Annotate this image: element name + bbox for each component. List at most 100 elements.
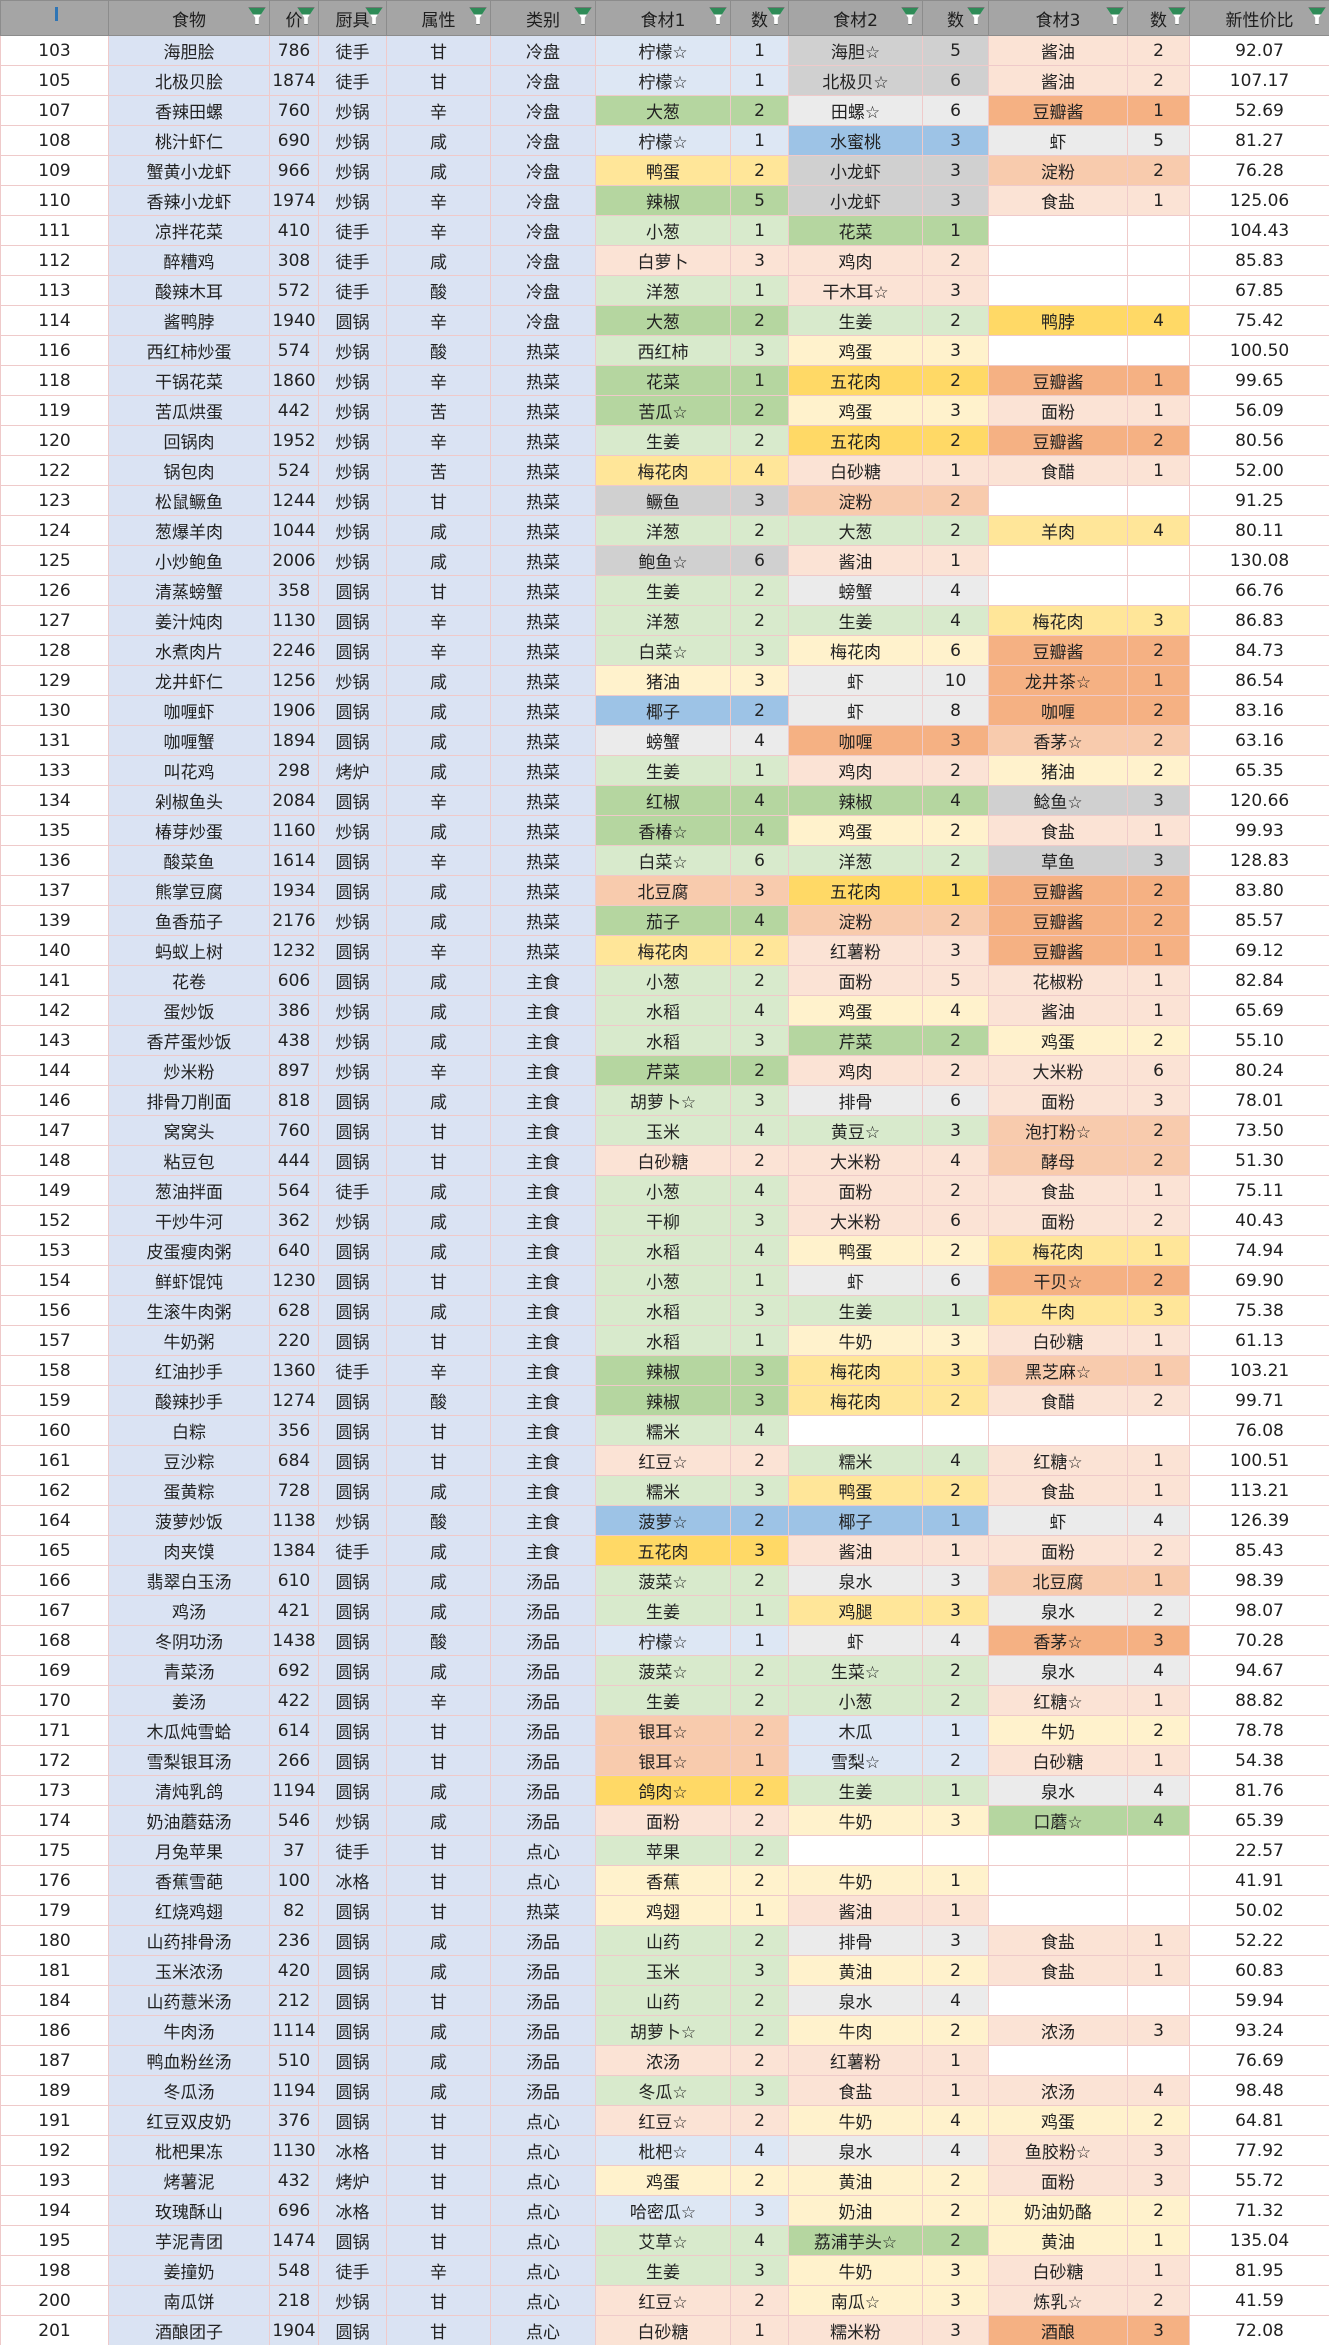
table-cell: 3 (922, 1325, 989, 1356)
column-header[interactable]: 新性价比 (1189, 0, 1329, 36)
table-cell: 热菜 (490, 935, 596, 966)
column-header[interactable]: 数 (1127, 0, 1190, 36)
table-cell: 龙井茶☆ (988, 665, 1128, 696)
table-cell: 70.28 (1189, 1625, 1329, 1656)
table-cell: 玫瑰酥山 (108, 2195, 270, 2226)
table-cell: 159 (0, 1385, 109, 1416)
table-cell: 豆沙粽 (108, 1445, 270, 1476)
table-cell: 圆锅 (318, 1925, 387, 1956)
table-row: 164 菠萝炒饭 1138 炒锅酸主食 菠萝☆ 2 椰子 1 虾 4 126.39 (0, 1505, 1329, 1536)
table-cell: 鸭脖 (988, 305, 1128, 336)
table-cell: 泉水 (788, 1565, 923, 1596)
table-cell: 圆锅 (318, 1685, 387, 1716)
table-cell: 点心 (490, 2165, 596, 2196)
table-cell: 甘 (386, 2135, 491, 2166)
table-cell: 161 (0, 1445, 109, 1476)
table-cell: 64.81 (1189, 2105, 1329, 2136)
table-cell: 炒锅 (318, 2285, 387, 2316)
table-cell: 122 (0, 455, 109, 486)
column-header[interactable]: 食材1 (595, 0, 731, 36)
table-cell: 1 (1127, 1235, 1190, 1266)
table-cell: 浓汤 (988, 2075, 1128, 2106)
table-cell: 2176 (269, 905, 319, 936)
table-cell: 55.10 (1189, 1025, 1329, 1056)
table-cell: 炒锅 (318, 905, 387, 936)
table-cell: 酱油 (788, 1895, 923, 1926)
table-cell: 咸 (386, 755, 491, 786)
table-cell: 葱爆羊肉 (108, 515, 270, 546)
table-cell: 咸 (386, 1205, 491, 1236)
column-header[interactable]: 数 (730, 0, 789, 36)
table-cell: 大葱 (595, 305, 731, 336)
table-cell: 热菜 (490, 335, 596, 366)
table-cell: 甘 (386, 1445, 491, 1476)
table-row: 103 海胆脍 786 徒手甘冷盘 柠檬☆ 1 海胆☆ 5 酱油 2 92.07 (0, 35, 1329, 66)
table-cell: 西红柿 (595, 335, 731, 366)
table-cell: 咸 (386, 1025, 491, 1056)
table-row: 193 烤薯泥 432 烤炉甘点心 鸡蛋 2 黄油 2 面粉 3 55.72 (0, 2165, 1329, 2196)
table-cell: 汤品 (490, 1685, 596, 1716)
table-cell: 花菜 (595, 365, 731, 396)
table-cell: 红豆双皮奶 (108, 2105, 270, 2136)
table-cell: 玉米 (595, 1115, 731, 1146)
table-cell: 热菜 (490, 515, 596, 546)
table-cell: 小龙虾 (788, 155, 923, 186)
table-cell: 4 (922, 605, 989, 636)
table-cell: 食醋 (988, 1385, 1128, 1416)
column-header[interactable] (0, 0, 109, 36)
table-cell: 1274 (269, 1385, 319, 1416)
table-cell: 淀粉 (988, 155, 1128, 186)
table-cell: 2 (730, 2045, 789, 2076)
table-cell: 炒锅 (318, 815, 387, 846)
table-body: 103 海胆脍 786 徒手甘冷盘 柠檬☆ 1 海胆☆ 5 酱油 2 92.07 105 北极贝脍 187… (0, 35, 1329, 2345)
table-cell: 香辣小龙虾 (108, 185, 270, 216)
table-cell: 2246 (269, 635, 319, 666)
table-cell: 6 (1127, 1055, 1190, 1086)
table-cell: 1 (730, 35, 789, 66)
table-cell: 辛 (386, 215, 491, 246)
table-cell: 3 (730, 1535, 789, 1566)
column-header[interactable]: 厨具 (318, 0, 387, 36)
table-cell: 白菜☆ (595, 845, 731, 876)
table-cell: 点心 (490, 2195, 596, 2226)
table-cell: 187 (0, 2045, 109, 2076)
table-cell: 咸 (386, 1805, 491, 1836)
table-cell: 咸 (386, 995, 491, 1026)
column-header[interactable]: 食物 (108, 0, 270, 36)
column-header[interactable]: 食材3 (988, 0, 1128, 36)
table-cell: 100.51 (1189, 1445, 1329, 1476)
table-cell: 徒手 (318, 1355, 387, 1386)
column-header[interactable]: 属性 (386, 0, 491, 36)
table-cell (988, 1415, 1128, 1446)
table-cell: 4 (1127, 1805, 1190, 1836)
table-cell: 咖喱 (788, 725, 923, 756)
column-header[interactable]: 类别 (490, 0, 596, 36)
table-row: 191 红豆双皮奶 376 圆锅甘点心 红豆☆ 2 牛奶 4 鸡蛋 2 64.81 (0, 2105, 1329, 2136)
table-cell: 炒锅 (318, 995, 387, 1026)
table-cell: 184 (0, 1985, 109, 2016)
table-cell: 3 (1127, 845, 1190, 876)
table-cell: 85.57 (1189, 905, 1329, 936)
column-header[interactable]: 价 (269, 0, 319, 36)
table-cell: 翡翠白玉汤 (108, 1565, 270, 1596)
table-row: 110 香辣小龙虾 1974 炒锅辛冷盘 辣椒 5 小龙虾 3 食盐 1 125.06 (0, 185, 1329, 216)
table-cell: 113 (0, 275, 109, 306)
table-cell: 汤品 (490, 2075, 596, 2106)
table-row: 136 酸菜鱼 1614 圆锅辛热菜 白菜☆ 6 洋葱 2 草鱼 3 128.83 (0, 845, 1329, 876)
table-cell: 2 (922, 245, 989, 276)
table-cell: 热菜 (490, 485, 596, 516)
table-cell: 3 (730, 485, 789, 516)
table-cell: 420 (269, 1955, 319, 1986)
table-cell (988, 575, 1128, 606)
table-cell: 2 (922, 2015, 989, 2046)
table-cell: 410 (269, 215, 319, 246)
table-row: 160 白粽 356 圆锅甘主食 糯米 4 76.08 (0, 1415, 1329, 1446)
column-header[interactable]: 食材2 (788, 0, 923, 36)
table-cell: 4 (922, 1445, 989, 1476)
table-cell: 咸 (386, 1565, 491, 1596)
table-cell: 汤品 (490, 1775, 596, 1806)
column-header[interactable]: 数 (922, 0, 989, 36)
table-cell: 生姜 (595, 425, 731, 456)
table-cell: 点心 (490, 2135, 596, 2166)
table-cell: 圆锅 (318, 1895, 387, 1926)
